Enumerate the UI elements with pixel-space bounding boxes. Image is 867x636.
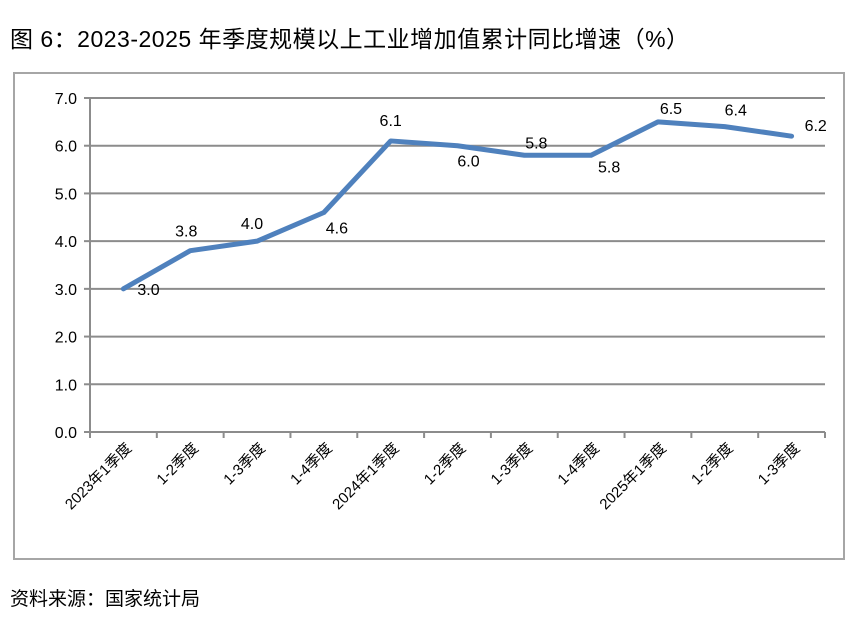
- chart-area: 0.0 1.0 2.0 3.0 4.0 5.0 6.0 7.0 3.0 3.8 4.0 4.6 6.1 6…: [13, 72, 845, 560]
- growth-series-line: [120, 119, 795, 292]
- data-point-label: 4.6: [326, 221, 348, 238]
- data-point-label: 6.4: [725, 103, 747, 120]
- y-tick-label: 1.0: [55, 377, 77, 394]
- data-point-label: 6.0: [457, 154, 479, 171]
- x-category-label: 1-3季度: [755, 440, 804, 489]
- x-category-label: 2023年1季度: [62, 440, 135, 513]
- data-point-label: 4.0: [241, 216, 263, 233]
- x-category-label: 1-3季度: [220, 440, 269, 489]
- x-category-label: 1-2季度: [153, 440, 202, 489]
- x-category-label: 1-3季度: [488, 440, 537, 489]
- y-tick-label: 0.0: [55, 425, 77, 442]
- y-tick-label: 7.0: [55, 91, 77, 108]
- x-category-label: 2024年1季度: [329, 440, 402, 513]
- y-tick-label: 3.0: [55, 282, 77, 299]
- x-category-label: 1-4季度: [287, 440, 336, 489]
- data-point-label: 6.5: [660, 101, 682, 118]
- x-category-label: 2025年1季度: [596, 440, 669, 513]
- data-point-label: 3.0: [137, 282, 159, 299]
- growth-line-chart: 0.0 1.0 2.0 3.0 4.0 5.0 6.0 7.0 3.0 3.8 4.0 4.6 6.1 6…: [55, 91, 827, 513]
- data-point-label: 3.8: [175, 224, 197, 241]
- y-tick-label: 2.0: [55, 330, 77, 347]
- y-tick-label: 6.0: [55, 139, 77, 156]
- y-tick-label: 5.0: [55, 186, 77, 203]
- figure-title: 图 6：2023-2025 年季度规模以上工业增加值累计同比增速（%）: [10, 26, 690, 52]
- source-note: 资料来源：国家统计局: [10, 589, 201, 610]
- x-category-label: 1-2季度: [421, 440, 470, 489]
- data-point-label: 6.1: [380, 113, 402, 130]
- data-point-label: 5.8: [525, 135, 547, 152]
- x-category-label: 1-4季度: [554, 440, 603, 489]
- data-point-label: 5.8: [598, 159, 620, 176]
- x-category-label: 1-2季度: [688, 440, 737, 489]
- data-point-label: 6.2: [805, 118, 827, 135]
- y-tick-label: 4.0: [55, 234, 77, 251]
